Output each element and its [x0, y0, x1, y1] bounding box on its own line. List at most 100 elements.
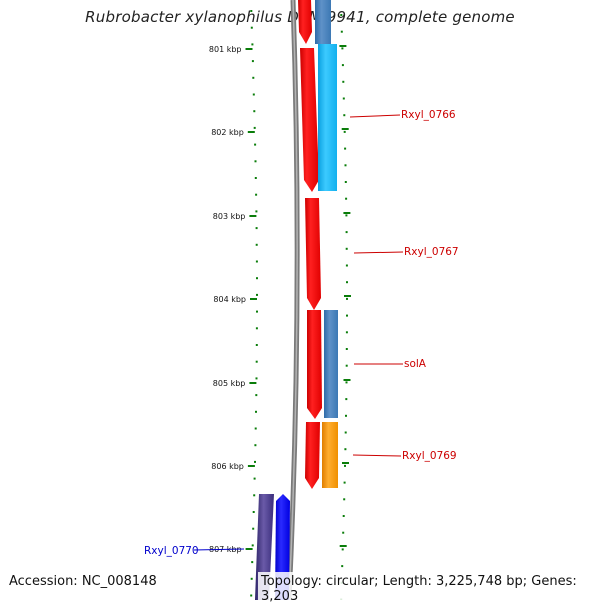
- minor-tick: [343, 114, 346, 117]
- major-tick: [343, 212, 351, 214]
- major-tick: [343, 379, 351, 381]
- ruler-tick-label: 803 kbp: [213, 212, 246, 221]
- minor-tick: [254, 160, 257, 163]
- gene-label-rxyl-0770[interactable]: Rxyl_0770: [144, 545, 199, 557]
- minor-tick: [343, 130, 346, 133]
- cds-forward-0765[interactable]: [298, 0, 312, 44]
- minor-tick: [345, 331, 348, 334]
- minor-tick: [252, 511, 255, 513]
- ruler-tick-label: 802 kbp: [211, 128, 244, 137]
- minor-tick: [346, 281, 348, 284]
- major-tick: [344, 295, 351, 297]
- minor-tick: [253, 494, 256, 497]
- minor-tick: [255, 227, 258, 230]
- minor-tick: [340, 14, 343, 16]
- minor-tick: [340, 30, 343, 33]
- gene-label-rxyl-0767[interactable]: Rxyl_0767: [404, 246, 459, 258]
- minor-tick: [255, 193, 258, 196]
- minor-tick: [255, 243, 258, 246]
- major-tick: [249, 215, 257, 217]
- leader-rxyl-0767: [353, 251, 404, 254]
- minor-tick: [255, 377, 258, 380]
- major-tick: [250, 298, 257, 300]
- cog-block-sola: [324, 310, 338, 418]
- leader-rxyl-0770: [193, 548, 245, 551]
- major-tick: [245, 548, 253, 550]
- major-tick: [245, 48, 253, 50]
- major-tick: [247, 131, 255, 133]
- minor-tick: [251, 60, 254, 63]
- minor-tick: [251, 544, 254, 547]
- minor-tick: [342, 531, 345, 534]
- minor-tick: [341, 47, 344, 50]
- minor-tick: [344, 448, 347, 451]
- minor-tick: [345, 381, 348, 384]
- minor-tick: [254, 427, 257, 430]
- minor-tick: [342, 515, 345, 517]
- minor-tick: [346, 297, 348, 300]
- minor-tick: [255, 260, 258, 263]
- minor-tick: [252, 527, 255, 530]
- minor-tick: [345, 197, 348, 200]
- topology-text: Topology: circular; Length: 3,225,748 bp…: [258, 572, 600, 606]
- minor-tick: [253, 477, 256, 480]
- accession-text: Accession: NC_008148: [6, 572, 160, 591]
- minor-tick: [344, 164, 347, 167]
- minor-tick: [343, 481, 346, 484]
- minor-tick: [345, 214, 348, 217]
- cds-forward-rxyl-0766[interactable]: [300, 48, 319, 192]
- cds-forward-rxyl-0767[interactable]: [305, 198, 321, 310]
- cog-block-rxyl-0769: [322, 422, 338, 488]
- minor-tick: [345, 348, 348, 350]
- minor-tick: [255, 394, 258, 397]
- minor-tick: [255, 360, 258, 363]
- major-tick: [342, 462, 349, 464]
- minor-tick: [345, 264, 348, 267]
- ruler-ticks-right: [340, 14, 348, 600]
- minor-tick: [250, 26, 253, 29]
- cds-forward-rxyl-0769[interactable]: [305, 422, 320, 489]
- leader-rxyl-0766: [349, 114, 401, 118]
- minor-tick: [255, 344, 258, 346]
- minor-tick: [346, 314, 348, 317]
- minor-tick: [252, 93, 255, 96]
- major-tick: [249, 382, 257, 384]
- minor-tick: [251, 43, 254, 46]
- minor-tick: [343, 498, 346, 501]
- cog-block-rxyl-0766: [318, 44, 337, 191]
- minor-tick: [345, 231, 348, 234]
- ruler-tick-label: 805 kbp: [213, 379, 246, 388]
- minor-tick: [344, 464, 346, 467]
- minor-tick: [341, 548, 344, 551]
- gene-label-rxyl-0769[interactable]: Rxyl_0769: [402, 450, 457, 462]
- gene-label-rxyl-0766[interactable]: Rxyl_0766: [401, 109, 456, 121]
- cds-forward-sola[interactable]: [307, 310, 322, 419]
- minor-tick: [254, 143, 257, 146]
- minor-tick: [254, 460, 256, 463]
- minor-tick: [345, 247, 348, 250]
- cog-block-0765: [315, 0, 331, 44]
- major-tick: [341, 128, 349, 130]
- minor-tick: [256, 293, 258, 296]
- minor-tick: [345, 414, 347, 417]
- minor-tick: [345, 364, 348, 367]
- minor-tick: [255, 410, 257, 413]
- minor-tick: [254, 177, 257, 179]
- genome-backbone-highlight: [288, 0, 298, 600]
- gene-label-sola[interactable]: solA: [404, 358, 427, 370]
- minor-tick: [341, 565, 344, 568]
- minor-tick: [254, 444, 257, 447]
- minor-tick: [255, 210, 258, 213]
- minor-tick: [252, 76, 255, 79]
- minor-tick: [256, 277, 258, 280]
- minor-tick: [250, 594, 253, 597]
- gene-label-leaders: [193, 114, 404, 551]
- minor-tick: [251, 561, 254, 564]
- minor-tick: [253, 110, 256, 113]
- minor-tick: [345, 398, 348, 401]
- minor-tick: [342, 97, 345, 100]
- major-tick: [247, 465, 255, 467]
- minor-tick: [344, 147, 347, 150]
- minor-tick: [341, 64, 344, 67]
